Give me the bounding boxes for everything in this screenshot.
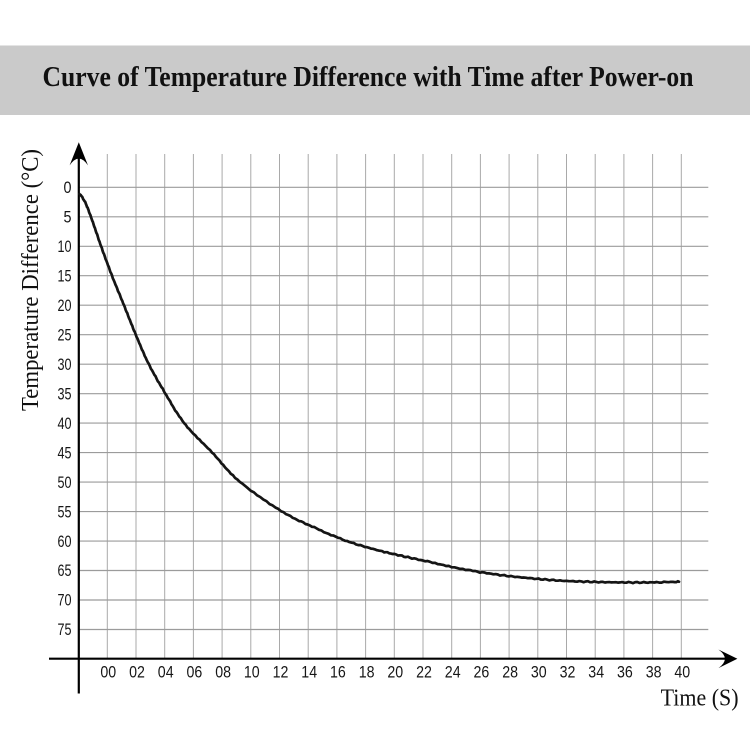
svg-text:34: 34 [588,663,604,681]
svg-text:60: 60 [58,533,72,551]
svg-text:26: 26 [474,663,490,681]
svg-text:08: 08 [215,663,231,681]
svg-text:38: 38 [646,663,662,681]
svg-text:15: 15 [58,267,72,285]
svg-text:Curve of Temperature Differenc: Curve of Temperature Difference with Tim… [43,62,694,93]
svg-text:65: 65 [58,562,72,580]
svg-text:00: 00 [100,663,116,681]
svg-text:0: 0 [64,179,72,197]
svg-text:06: 06 [187,663,203,681]
svg-text:10: 10 [58,238,72,256]
svg-text:30: 30 [531,663,547,681]
svg-text:20: 20 [58,297,72,315]
svg-text:14: 14 [301,663,317,681]
svg-text:16: 16 [330,663,346,681]
svg-text:Temperature Difference (°C): Temperature Difference (°C) [18,149,44,411]
svg-text:24: 24 [445,663,461,681]
svg-text:18: 18 [359,663,375,681]
svg-text:35: 35 [58,385,72,403]
svg-text:Time (S): Time (S) [661,686,739,712]
svg-text:32: 32 [560,663,576,681]
svg-text:40: 40 [58,415,72,433]
svg-text:22: 22 [416,663,432,681]
svg-text:75: 75 [58,621,72,639]
svg-text:70: 70 [58,592,72,610]
svg-text:40: 40 [674,663,690,681]
svg-text:12: 12 [273,663,289,681]
svg-text:25: 25 [58,326,72,344]
svg-text:20: 20 [387,663,403,681]
svg-text:10: 10 [244,663,260,681]
svg-text:5: 5 [64,209,72,227]
svg-text:30: 30 [58,356,72,374]
svg-text:55: 55 [58,503,72,521]
svg-text:02: 02 [129,663,145,681]
svg-text:36: 36 [617,663,633,681]
svg-text:28: 28 [502,663,518,681]
svg-text:45: 45 [58,444,72,462]
svg-text:50: 50 [58,474,72,492]
svg-text:04: 04 [158,663,174,681]
